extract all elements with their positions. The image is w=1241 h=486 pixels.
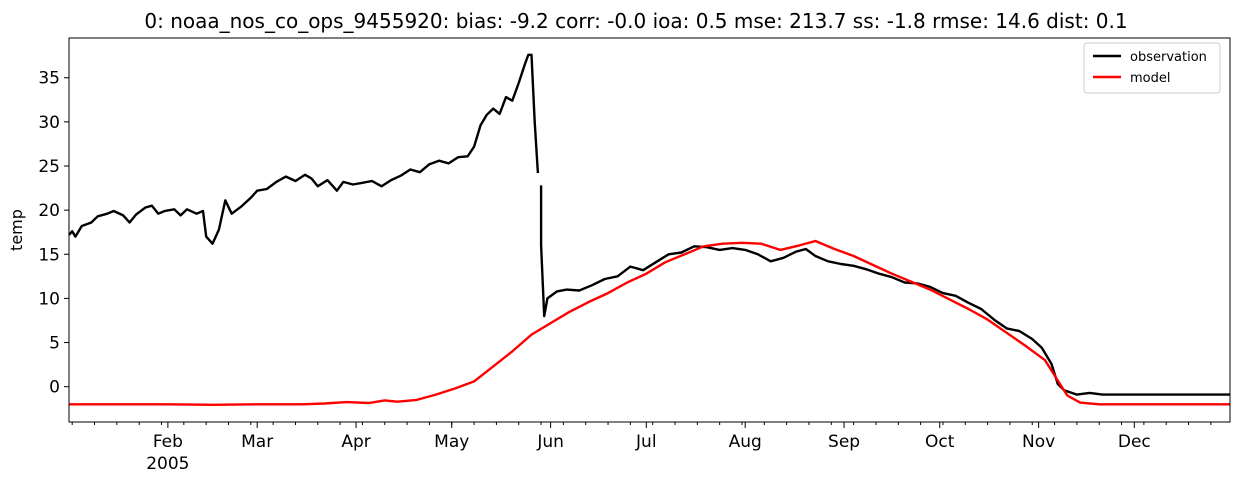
y-tick-label: 15 (38, 245, 60, 265)
chart-title: 0: noaa_nos_co_ops_9455920: bias: -9.2 c… (144, 9, 1127, 33)
y-axis-label: temp (7, 209, 26, 251)
x-tick-label: Sep (828, 432, 860, 452)
x-tick-label: Feb (153, 432, 183, 452)
series-line-model (69, 239, 1230, 406)
y-tick-label: 5 (49, 334, 60, 354)
x-tick-sublabel: 2005 (146, 454, 189, 474)
x-tick-label: Aug (729, 432, 762, 452)
legend: observation model (1083, 42, 1221, 94)
x-tick-label: May (434, 432, 469, 452)
x-tick-label: Mar (241, 432, 273, 452)
y-tick-label: 20 (38, 201, 60, 221)
y-tick-label: 10 (38, 289, 60, 309)
y-axis: 0 5 10 15 20 25 30 35 (38, 69, 69, 398)
x-tick-label: Apr (341, 432, 370, 452)
y-tick-label: 35 (38, 69, 60, 89)
plot-lines (68, 53, 1230, 406)
x-tick-label: Jul (635, 432, 657, 452)
legend-label-model: model (1130, 71, 1170, 86)
x-tick-label: Jun (536, 432, 564, 452)
x-tick-label: Oct (925, 432, 955, 452)
series-line-observation (68, 53, 540, 245)
series-line-observation (539, 185, 1230, 396)
plot-frame (68, 37, 1231, 423)
y-tick-label: 25 (38, 157, 60, 177)
legend-label-observation: observation (1130, 50, 1207, 65)
y-tick-label: 30 (38, 113, 60, 133)
x-tick-label: Nov (1022, 432, 1055, 452)
y-tick-label: 0 (49, 378, 60, 398)
x-tick-label: Dec (1118, 432, 1151, 452)
